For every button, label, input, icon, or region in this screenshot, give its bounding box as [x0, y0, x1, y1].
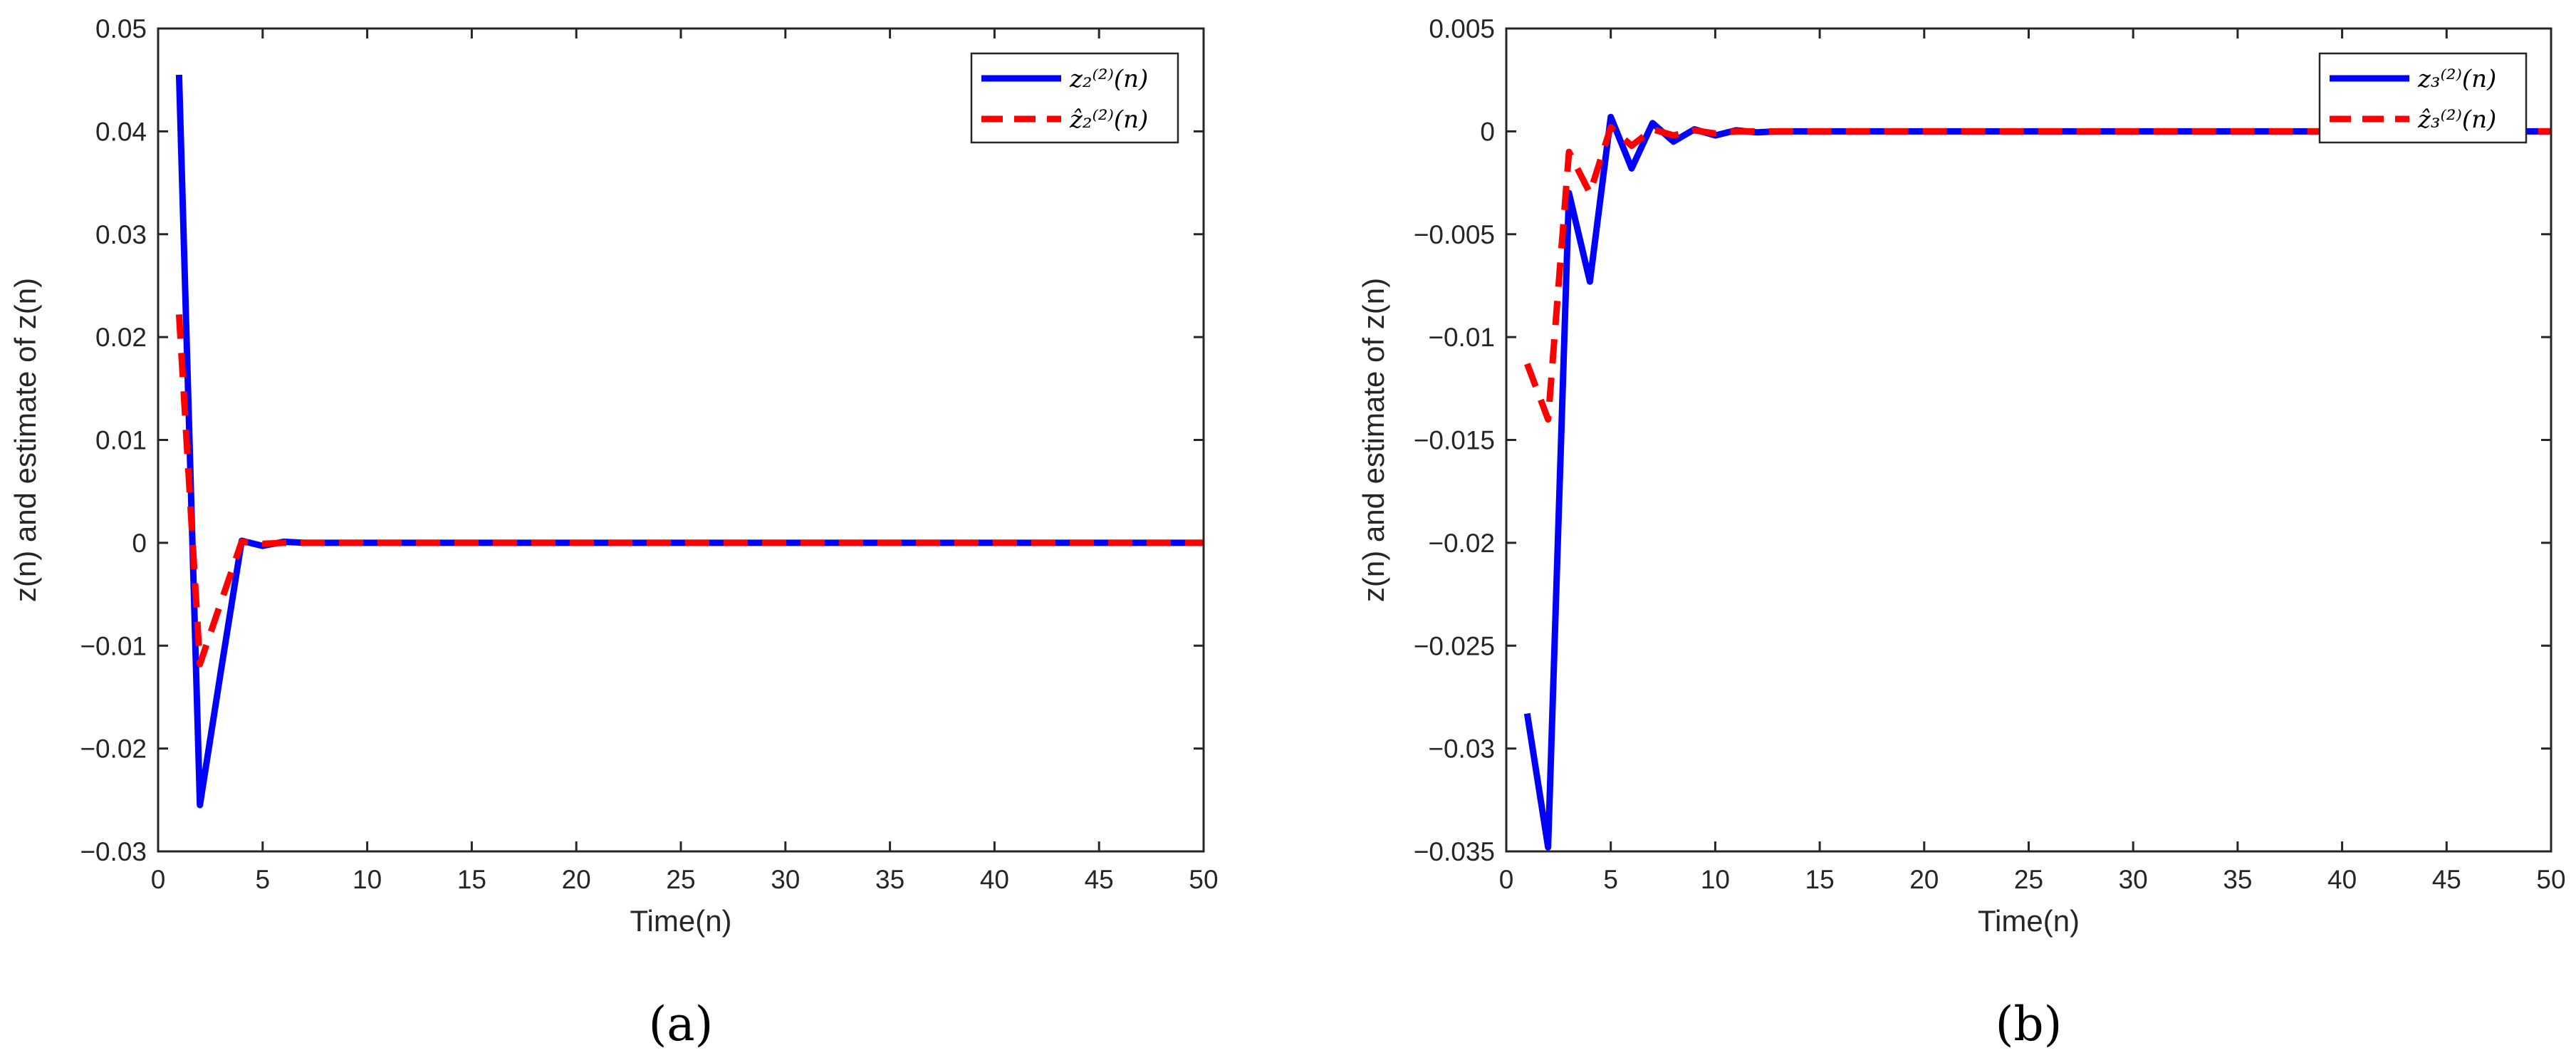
- y-tick-label: −0.01: [1428, 323, 1495, 352]
- x-tick-label: 35: [2223, 865, 2252, 894]
- legend-entry: ẑ₃⁽²⁾(n): [2417, 105, 2496, 134]
- y-tick-label: 0.03: [95, 220, 147, 249]
- legend-box: [2318, 52, 2528, 144]
- panel-a-x-ticks: 0 5 10 15 20 25 30 35 40 45 50: [151, 28, 1219, 894]
- x-tick-label: 20: [1909, 865, 1939, 894]
- x-tick-label: 30: [2119, 865, 2148, 894]
- panel-a-legend: z₂⁽²⁾(n) ẑ₂⁽²⁾(n): [970, 52, 1179, 144]
- y-tick-label: −0.005: [1414, 220, 1495, 249]
- y-tick-label: 0.04: [95, 117, 147, 146]
- y-tick-label: −0.02: [80, 735, 147, 764]
- panel-b-y-ticks: −0.035 −0.03 −0.025 −0.02 −0.015 −0.01 −0.005 0…: [1414, 14, 2551, 866]
- panel-a-axes-box: [157, 27, 1205, 853]
- y-tick-label: 0.005: [1429, 14, 1495, 43]
- x-tick-label: 50: [1189, 865, 1218, 894]
- panel-a-series: [175, 74, 1204, 809]
- panel-b-y-axis-label: z(n) and estimate of z(n): [1357, 278, 1390, 602]
- y-tick-label: 0: [1480, 117, 1495, 146]
- x-tick-label: 45: [2432, 865, 2461, 894]
- panel-b-axes-box: [1505, 27, 2552, 853]
- y-tick-label: 0: [132, 529, 147, 558]
- x-tick-label: 40: [2327, 865, 2357, 894]
- x-tick-label: 0: [151, 865, 166, 894]
- legend-box: [970, 52, 1179, 144]
- legend-entry: z₃⁽²⁾(n): [2417, 65, 2496, 93]
- legend-entry: ẑ₂⁽²⁾(n): [1069, 105, 1148, 134]
- y-tick-label: −0.03: [80, 837, 147, 866]
- x-tick-label: 5: [256, 865, 271, 894]
- y-tick-label: 0.05: [95, 14, 147, 43]
- series-line-dashed: [175, 314, 1204, 668]
- x-tick-label: 20: [562, 865, 591, 894]
- panel-b-caption: (b): [1996, 997, 2063, 1052]
- x-tick-label: 25: [666, 865, 695, 894]
- y-tick-label: −0.015: [1414, 426, 1495, 455]
- x-tick-label: 0: [1499, 865, 1514, 894]
- panel-b-x-axis-label: Time(n): [1978, 904, 2080, 938]
- panel-b: 0 5 10 15 20 25 30 35 40 45 50 −0.035−0.03−0.025−0…: [1357, 14, 2566, 1052]
- panel-a: 0 5 10 15 20 25 30 35 40 45 50 −0.03 −0.02 −0.01 0 0.0…: [9, 14, 1219, 1052]
- y-tick-label: 0.01: [95, 426, 147, 455]
- series-line-solid: [1523, 113, 2551, 851]
- x-tick-label: 15: [457, 865, 486, 894]
- x-tick-label: 45: [1085, 865, 1114, 894]
- y-tick-label: −0.035: [1414, 837, 1495, 866]
- y-tick-label: 0.02: [95, 323, 147, 352]
- panel-b-series: [1523, 113, 2551, 851]
- y-tick-label: −0.02: [1428, 529, 1495, 558]
- series-line-dashed: [1524, 124, 2551, 423]
- x-tick-label: 50: [2536, 865, 2565, 894]
- legend-entry: z₂⁽²⁾(n): [1069, 65, 1148, 93]
- y-tick-label: −0.03: [1428, 735, 1495, 764]
- x-tick-label: 30: [771, 865, 800, 894]
- x-tick-label: 10: [353, 865, 382, 894]
- x-tick-label: 40: [980, 865, 1009, 894]
- panel-a-caption: (a): [649, 997, 714, 1052]
- x-tick-label: 15: [1805, 865, 1835, 894]
- series-line-solid: [175, 74, 1204, 809]
- y-tick-label: −0.01: [80, 631, 147, 660]
- panel-b-legend: z₃⁽²⁾(n) ẑ₃⁽²⁾(n): [2318, 52, 2528, 144]
- panel-a-x-axis-label: Time(n): [630, 904, 731, 938]
- x-tick-label: 10: [1701, 865, 1730, 894]
- x-tick-label: 5: [1603, 865, 1618, 894]
- panel-b-x-ticks: 0 5 10 15 20 25 30 35 40 45 50: [1499, 28, 2566, 894]
- panel-a-y-axis-label: z(n) and estimate of z(n): [9, 278, 42, 602]
- y-tick-label: −0.025: [1414, 631, 1495, 660]
- x-tick-label: 25: [2014, 865, 2043, 894]
- x-tick-label: 35: [875, 865, 904, 894]
